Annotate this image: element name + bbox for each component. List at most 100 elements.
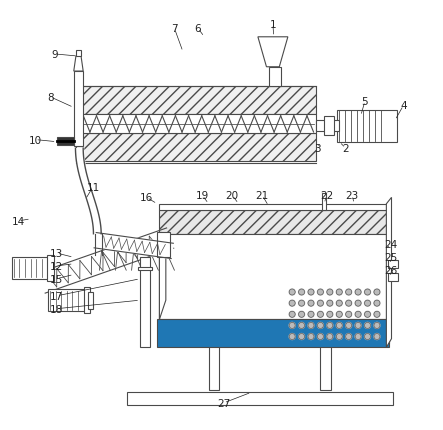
- Bar: [140, 258, 150, 347]
- Circle shape: [355, 322, 361, 329]
- Bar: [12, 258, 50, 279]
- Bar: [127, 392, 393, 405]
- Circle shape: [289, 334, 295, 340]
- Bar: [320, 343, 330, 390]
- Circle shape: [374, 334, 380, 340]
- Bar: [157, 319, 389, 347]
- Circle shape: [336, 312, 342, 317]
- Circle shape: [318, 322, 323, 329]
- Circle shape: [289, 289, 295, 295]
- Bar: [138, 267, 152, 270]
- Text: 9: 9: [51, 50, 58, 60]
- Text: 10: 10: [29, 135, 42, 145]
- Circle shape: [327, 312, 333, 317]
- Bar: [159, 211, 389, 234]
- Circle shape: [336, 301, 342, 307]
- Bar: [157, 232, 170, 258]
- Text: 22: 22: [320, 191, 333, 201]
- Circle shape: [308, 301, 314, 307]
- Bar: [337, 111, 397, 142]
- Circle shape: [308, 334, 314, 340]
- Circle shape: [318, 301, 323, 307]
- Circle shape: [327, 322, 333, 329]
- Bar: [322, 194, 326, 211]
- Circle shape: [346, 322, 352, 329]
- Circle shape: [299, 322, 305, 329]
- Circle shape: [374, 301, 380, 307]
- Circle shape: [355, 301, 361, 307]
- Text: 7: 7: [171, 24, 178, 34]
- Circle shape: [336, 334, 342, 340]
- Circle shape: [346, 312, 352, 317]
- Text: 26: 26: [384, 266, 397, 276]
- Circle shape: [365, 301, 370, 307]
- Polygon shape: [258, 38, 288, 68]
- Bar: [388, 273, 398, 281]
- Circle shape: [346, 334, 352, 340]
- Bar: [74, 72, 83, 147]
- Text: 25: 25: [384, 253, 397, 263]
- Circle shape: [346, 289, 352, 295]
- Circle shape: [365, 334, 370, 340]
- Bar: [159, 204, 389, 211]
- Text: 17: 17: [50, 291, 63, 301]
- Circle shape: [289, 322, 295, 329]
- Text: 20: 20: [225, 191, 239, 201]
- Text: 12: 12: [50, 261, 63, 271]
- Bar: [76, 87, 316, 115]
- Circle shape: [308, 322, 314, 329]
- Circle shape: [355, 334, 361, 340]
- Bar: [269, 68, 280, 87]
- Bar: [48, 290, 87, 311]
- Circle shape: [308, 289, 314, 295]
- Circle shape: [299, 334, 305, 340]
- Bar: [47, 255, 54, 281]
- Polygon shape: [74, 57, 83, 72]
- Text: 19: 19: [196, 191, 209, 201]
- Text: 23: 23: [346, 191, 359, 201]
- Text: 8: 8: [47, 92, 54, 102]
- Text: 24: 24: [384, 240, 397, 250]
- Circle shape: [289, 301, 295, 307]
- Circle shape: [318, 334, 323, 340]
- Bar: [88, 292, 93, 309]
- Text: 13: 13: [50, 249, 63, 258]
- Text: 18: 18: [50, 304, 63, 314]
- Polygon shape: [386, 198, 392, 347]
- Polygon shape: [159, 234, 166, 319]
- Circle shape: [374, 322, 380, 329]
- Text: 1: 1: [270, 20, 276, 30]
- Bar: [209, 343, 219, 390]
- Text: 21: 21: [256, 191, 269, 201]
- Circle shape: [289, 312, 295, 317]
- Circle shape: [327, 289, 333, 295]
- Text: 11: 11: [86, 182, 100, 192]
- Circle shape: [318, 312, 323, 317]
- Text: 3: 3: [315, 144, 321, 154]
- Circle shape: [355, 312, 361, 317]
- Bar: [159, 326, 389, 343]
- Bar: [159, 234, 389, 319]
- Circle shape: [327, 334, 333, 340]
- Circle shape: [374, 312, 380, 317]
- Text: 2: 2: [342, 144, 349, 154]
- Bar: [84, 288, 90, 313]
- Circle shape: [365, 312, 370, 317]
- Text: 5: 5: [361, 97, 368, 107]
- Text: 16: 16: [140, 193, 153, 203]
- Bar: [57, 138, 74, 146]
- Circle shape: [308, 312, 314, 317]
- Circle shape: [327, 301, 333, 307]
- Circle shape: [346, 301, 352, 307]
- Text: 27: 27: [217, 398, 230, 408]
- Circle shape: [365, 322, 370, 329]
- Text: 14: 14: [12, 216, 25, 227]
- Bar: [76, 134, 316, 162]
- Circle shape: [299, 301, 305, 307]
- Circle shape: [336, 322, 342, 329]
- Circle shape: [336, 289, 342, 295]
- Circle shape: [374, 289, 380, 295]
- Bar: [324, 117, 334, 136]
- Circle shape: [318, 289, 323, 295]
- Text: 15: 15: [50, 274, 63, 284]
